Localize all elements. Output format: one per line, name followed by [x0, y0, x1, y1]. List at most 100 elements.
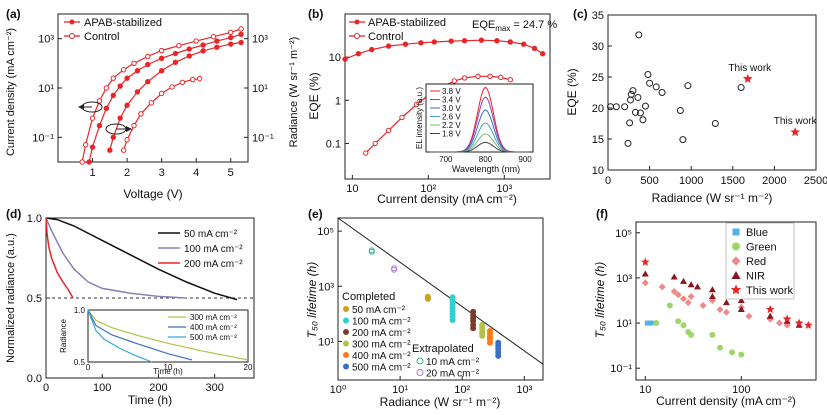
literature-point: [639, 116, 647, 124]
green-marker: [680, 322, 687, 329]
data-point: [369, 46, 375, 53]
legend-label: Blue: [746, 227, 768, 239]
panel-d-inset-legend-400: 400 mA cm⁻²: [190, 323, 237, 332]
literature-point: [684, 82, 692, 90]
legend-label: 400 mA cm⁻²: [352, 351, 411, 362]
panel-d-inset: Time (h) Radiance 0 10 20 0.5 1.0 300 mA cm⁻…: [59, 306, 253, 376]
literature-point: [676, 106, 684, 114]
nir-marker: [737, 296, 745, 303]
green-marker: [732, 242, 740, 251]
data-point: [507, 77, 513, 83]
literature-point: [612, 103, 620, 111]
decay-curve: [45, 217, 187, 299]
legend-label: Red: [746, 256, 766, 268]
literature-point: [679, 136, 687, 144]
data-point: [418, 40, 424, 46]
this-work-annotation: This work: [774, 116, 818, 127]
data-point: [431, 39, 438, 45]
data-point: [238, 26, 244, 32]
y-tick-label: 10³: [38, 34, 54, 46]
panel-e-label: (e): [308, 207, 323, 221]
red-marker: [722, 308, 730, 316]
green-marker: [728, 349, 735, 356]
green-marker: [666, 302, 673, 309]
data-point: [107, 147, 113, 153]
this-work-star: [782, 314, 792, 323]
decay-curve: [45, 217, 238, 301]
literature-point: [652, 83, 660, 91]
this-work-star: [790, 127, 800, 137]
x-tick-label: 10: [639, 384, 651, 396]
y-tick-label: 10¹: [38, 83, 54, 95]
blue-marker: [732, 228, 740, 236]
blue-marker: [648, 320, 654, 326]
panel-d-legend-100: 100 mA cm⁻²: [184, 244, 243, 255]
nir-marker: [731, 271, 741, 279]
panel-e-group-completed: Completed: [342, 291, 395, 303]
nir-marker: [687, 281, 695, 288]
literature-point: [631, 108, 639, 116]
y-tick-label: 0.5: [27, 293, 42, 305]
panel-a: (a) Voltage (V) Current density (mA cm⁻²…: [5, 7, 300, 201]
data-point: [158, 90, 165, 97]
literature-point: [641, 102, 649, 110]
panel-d-label: (d): [6, 207, 21, 221]
y-tick-label: 10⁵: [317, 226, 334, 238]
panel-b-legend: APAB-stabilized Control: [349, 17, 446, 43]
data-point: [399, 114, 405, 121]
data-point: [413, 101, 420, 108]
panel-b-inset-ylabel: EL intensity (a.u.): [415, 87, 424, 149]
legend-label: 500 mA cm⁻²: [352, 363, 411, 374]
legend-label: 100 mA cm⁻²: [352, 317, 411, 328]
data-point: [385, 43, 392, 49]
y-right-tick-label: 10³: [252, 34, 268, 46]
panel-e-frame: [337, 217, 544, 381]
data-point: [475, 73, 481, 79]
legend-marker: [343, 363, 349, 370]
panel-b-legend-apab: APAB-stabilized: [368, 17, 446, 29]
panel-b-xlabel: Current density (mA cm⁻²): [377, 192, 517, 206]
nir-marker: [766, 312, 774, 319]
panel-d-ylabel: Normalized radiance (a.u.): [5, 233, 17, 363]
y-tick-label: 10³: [318, 281, 334, 293]
x-tick-label: 2000: [762, 175, 786, 187]
nir-marker: [708, 293, 716, 300]
red-marker: [641, 279, 649, 287]
data-point: [385, 127, 392, 134]
this-work-star: [743, 73, 753, 83]
literature-point: [626, 96, 634, 104]
literature-point: [658, 89, 666, 96]
x-tick-label: 2500: [804, 175, 827, 187]
this-work-star: [641, 257, 650, 266]
data-point: [363, 150, 369, 156]
data-point: [451, 78, 458, 84]
data-point: [120, 147, 127, 153]
inset-legend-label: 3.4 V: [442, 96, 461, 105]
arrowhead-left: [78, 104, 84, 110]
data-point: [158, 55, 165, 61]
green-marker: [709, 331, 716, 338]
inset-legend-label: 3.8 V: [442, 87, 461, 96]
data-point: [103, 105, 110, 112]
arrowhead-right: [126, 126, 132, 132]
panel-d-xlabel: Time (h): [128, 393, 172, 407]
legend-label: 200 mA cm⁻²: [352, 328, 411, 339]
y-tick-label: 10³: [616, 273, 632, 285]
y-tick-label: 20: [592, 103, 604, 115]
data-point: [200, 48, 206, 54]
this-work-star: [804, 320, 813, 329]
this-work-annotation: This work: [728, 63, 772, 74]
red-marker: [684, 299, 692, 307]
panel-f-ylabel: T₅₀ lifetime (h): [593, 262, 607, 339]
lifetime-point: [449, 294, 456, 301]
literature-point: [635, 31, 643, 39]
data-point: [124, 137, 130, 143]
legend-marker: [416, 357, 424, 365]
panel-d-inset-legend-300: 300 mA cm⁻²: [190, 313, 237, 322]
legend-marker-control: [69, 33, 75, 39]
data-point: [158, 47, 165, 54]
legend-marker-apab: [69, 19, 75, 25]
nir-marker: [694, 283, 702, 290]
data-point: [110, 134, 116, 141]
inset-decay-curve: [87, 309, 193, 361]
